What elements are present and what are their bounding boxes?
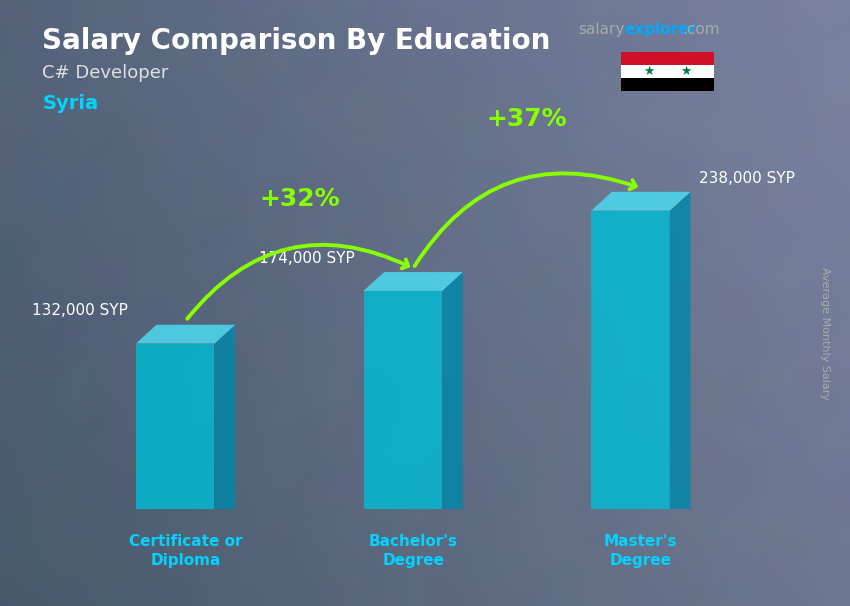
Polygon shape [591,211,670,509]
Text: 238,000 SYP: 238,000 SYP [699,170,795,185]
Polygon shape [364,272,463,291]
Polygon shape [136,325,235,344]
Bar [620,78,714,91]
Polygon shape [214,325,235,509]
Polygon shape [670,192,690,509]
Text: ★: ★ [643,65,654,78]
Bar [620,52,714,65]
Polygon shape [591,192,690,211]
Text: salary: salary [578,22,625,38]
Text: +32%: +32% [259,187,340,211]
Text: Syria: Syria [42,94,99,113]
Text: C# Developer: C# Developer [42,64,169,82]
Text: Bachelor's
Degree: Bachelor's Degree [369,534,457,568]
Polygon shape [364,291,442,509]
Text: 132,000 SYP: 132,000 SYP [31,304,128,319]
Text: explorer: explorer [625,22,697,38]
Text: +37%: +37% [487,107,567,131]
Bar [620,64,714,78]
Polygon shape [442,272,463,509]
Text: .com: .com [683,22,720,38]
Text: Certificate or
Diploma: Certificate or Diploma [128,534,242,568]
Text: Salary Comparison By Education: Salary Comparison By Education [42,27,551,55]
Polygon shape [136,344,214,509]
Text: Average Monthly Salary: Average Monthly Salary [820,267,830,400]
Text: ★: ★ [680,65,692,78]
Text: Master's
Degree: Master's Degree [604,534,677,568]
Text: 174,000 SYP: 174,000 SYP [259,251,355,266]
